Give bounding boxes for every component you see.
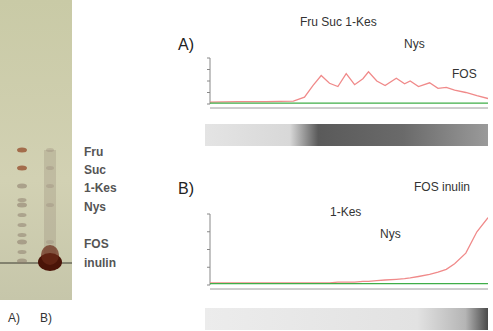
y-tick	[207, 285, 210, 286]
spot	[17, 166, 27, 171]
inulin-blob	[41, 245, 59, 265]
scan-line	[210, 102, 488, 103]
chart: B) FOS inulin 1-Kes Nys	[178, 180, 488, 330]
annotation: 1-Kes	[330, 205, 361, 219]
gel-strip	[205, 308, 488, 330]
compound-label: Nys	[84, 200, 106, 214]
x-axis	[210, 289, 488, 290]
scan-line	[210, 218, 488, 283]
spot	[17, 148, 27, 153]
y-tick	[207, 267, 210, 268]
compound-label: Suc	[84, 163, 106, 177]
spot	[18, 198, 27, 202]
annotation: Fru Suc 1-Kes	[300, 15, 377, 29]
compound-label: inulin	[84, 256, 116, 270]
annotation: Nys	[380, 227, 401, 241]
tlc-plate	[0, 0, 72, 300]
y-tick	[207, 58, 210, 59]
annotation: Nys	[404, 37, 425, 51]
y-tick	[207, 231, 210, 232]
y-tick	[207, 69, 210, 70]
gel-strip	[205, 124, 488, 146]
y-tick	[207, 214, 210, 215]
spot	[17, 240, 27, 245]
annotation: FOS	[452, 67, 477, 81]
spot	[18, 250, 27, 254]
x-axis	[210, 108, 488, 109]
spot	[17, 259, 27, 264]
chart: A) Fru Suc 1-Kes Nys FOS	[178, 15, 488, 146]
marks	[210, 72, 488, 103]
marks	[210, 218, 488, 284]
figure: Fru Suc 1-Kes Nys FOS inulin A) B) A) Fru Suc 1-K…	[0, 0, 493, 331]
panel-label: B)	[178, 180, 194, 197]
y-tick	[207, 81, 210, 82]
spot	[18, 223, 27, 227]
annotation: FOS inulin	[414, 180, 470, 194]
compound-label: Fru	[84, 145, 103, 159]
spot	[17, 184, 27, 189]
y-tick	[207, 104, 210, 105]
scan-line	[210, 72, 488, 102]
y-tick	[207, 249, 210, 250]
compound-label: 1-Kes	[84, 181, 117, 195]
spot	[17, 203, 27, 208]
lane-label: A)	[8, 311, 20, 325]
lane-label: B)	[40, 311, 52, 325]
y-tick	[207, 92, 210, 93]
scan-line	[210, 283, 488, 284]
panel-label: A)	[178, 36, 194, 53]
smear	[44, 150, 56, 255]
compound-label: FOS	[84, 237, 109, 251]
spot	[18, 233, 27, 237]
spot	[18, 213, 27, 217]
